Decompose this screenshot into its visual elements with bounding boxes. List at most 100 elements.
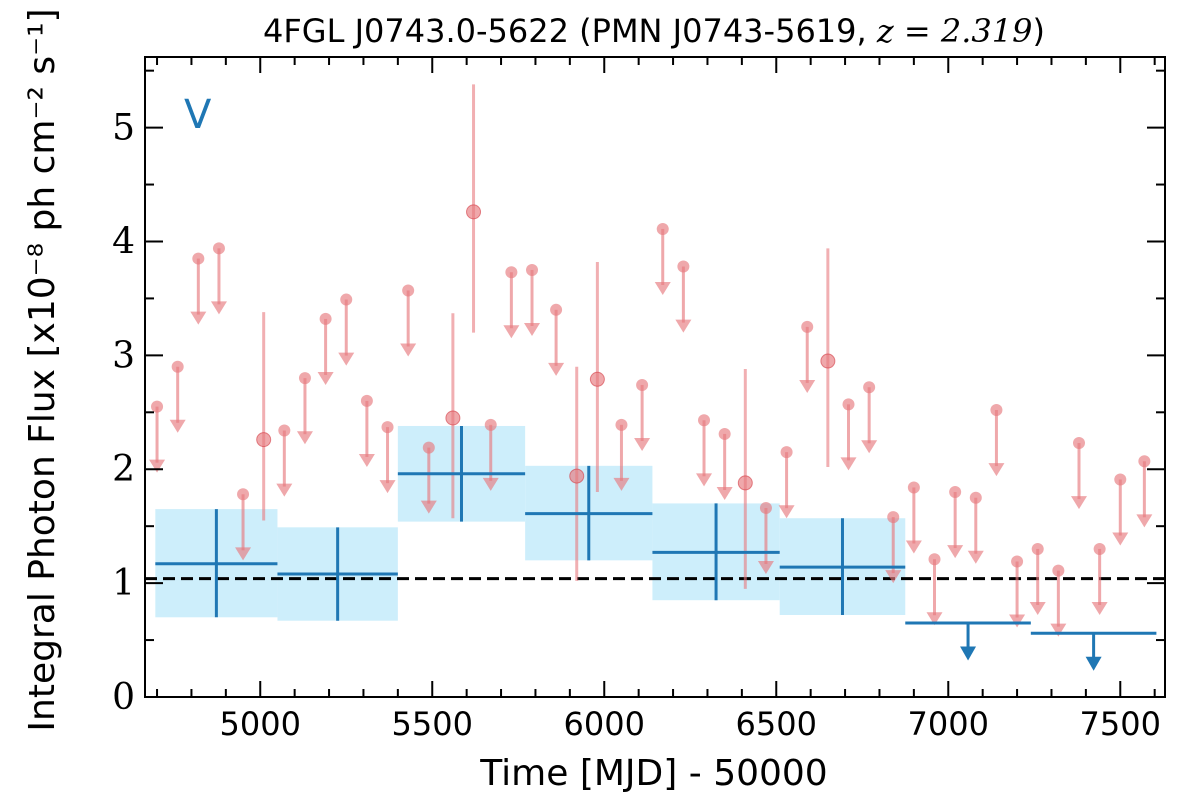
y-tick-label: 4 <box>112 221 135 262</box>
short-bin-upper-limit-arrow <box>1070 496 1087 510</box>
short-bin-upper-limit-point <box>1138 455 1151 468</box>
long-bin-upper-limit-arrow <box>960 646 977 661</box>
chart-title-redshift: z = 2.319 <box>876 12 1033 50</box>
short-bin-upper-limit-arrow <box>778 505 795 519</box>
short-bin-upper-limit-arrow <box>1050 623 1067 637</box>
short-bin-upper-limit-point <box>360 394 373 407</box>
short-bin-upper-limit-arrow <box>1112 532 1129 546</box>
x-tick-label: 5000 <box>220 705 301 743</box>
short-bin-upper-limit-point <box>636 378 649 391</box>
short-bin-upper-limit-point <box>319 312 332 325</box>
short-bin-upper-limit-arrow <box>548 362 565 376</box>
short-bin-upper-limit-point <box>801 320 814 333</box>
long-bin-upper-limit-arrow <box>1085 656 1102 671</box>
short-bin-upper-limit-arrow <box>988 463 1005 477</box>
short-bin-upper-limit-arrow <box>503 325 520 339</box>
short-bin-upper-limit-arrow <box>1009 614 1026 628</box>
short-bin-upper-limit-point <box>505 266 518 279</box>
chart-title: 4FGL J0743.0-5622 (PMN J0743-5619, z = 2… <box>263 12 1045 50</box>
short-bin-upper-limit-arrow <box>947 545 964 559</box>
short-bin-upper-limit-point <box>949 486 962 499</box>
short-bin-upper-limit-point <box>759 501 772 514</box>
short-bin-upper-limit-point <box>907 481 920 494</box>
panel-label: V <box>184 92 212 138</box>
x-axis-label: Time [MJD] - 50000 <box>479 753 827 794</box>
y-tick-label: 0 <box>112 677 135 718</box>
short-bin-upper-limit-arrow <box>400 343 417 357</box>
short-bin-detection-point <box>737 475 753 491</box>
short-bin-upper-limit-point <box>615 418 628 431</box>
y-tick-label: 5 <box>112 108 135 149</box>
short-bin-upper-limit-arrow <box>379 480 396 494</box>
short-bin-upper-limit-point <box>192 252 205 265</box>
short-bin-upper-limit-point <box>381 421 394 434</box>
short-bin-detection-point <box>589 371 605 387</box>
short-bin-upper-limit-point <box>1052 564 1065 577</box>
short-bin-upper-limit-arrow <box>169 419 186 433</box>
plot-frame <box>144 56 1166 698</box>
short-bin-upper-limit-point <box>484 418 497 431</box>
short-bin-upper-limit-arrow <box>696 473 713 487</box>
short-bin-upper-limit-point <box>422 441 435 454</box>
short-bin-upper-limit-point <box>212 242 225 255</box>
short-bin-upper-limit-arrow <box>905 540 922 554</box>
short-bin-upper-limit-arrow <box>861 440 878 454</box>
short-bin-upper-limit-arrow <box>358 453 375 467</box>
short-bin-upper-limit-arrow <box>654 282 671 296</box>
plot-area <box>145 84 1165 671</box>
y-tick-label: 1 <box>112 563 135 604</box>
short-bin-upper-limit-point <box>1093 542 1106 555</box>
short-bin-upper-limit-arrow <box>757 561 774 575</box>
x-tick-label: 5500 <box>392 705 473 743</box>
short-bin-upper-limit-point <box>969 491 982 504</box>
x-tick-label: 7000 <box>908 705 989 743</box>
axis-ticks: 5000 5500 6000 6500 7000 7500 0 1 2 3 4 5 <box>112 56 1166 743</box>
short-bin-detection-point <box>466 204 482 220</box>
short-bin-upper-limit-arrow <box>296 431 313 445</box>
x-tick-label: 6500 <box>736 705 817 743</box>
y-tick-label: 2 <box>112 449 135 490</box>
x-tick-label: 7500 <box>1080 705 1161 743</box>
short-bin-upper-limit-arrow <box>967 550 984 564</box>
short-bin-upper-limit-arrow <box>210 301 227 315</box>
short-bin-upper-limit-arrow <box>235 547 252 561</box>
short-bin-detection-point <box>256 432 272 448</box>
short-bin-detection-point <box>569 468 585 484</box>
chart-title-prefix: 4FGL J0743.0-5622 (PMN J0743-5619, <box>263 12 877 50</box>
short-bin-detection-point <box>820 353 836 369</box>
short-bin-upper-limit-point <box>1072 437 1085 450</box>
short-bin-upper-limit-point <box>1011 555 1024 568</box>
short-bin-upper-limit-arrow <box>1136 514 1153 528</box>
short-bin-upper-limit-arrow <box>338 352 355 366</box>
short-bin-upper-limit-point <box>237 488 250 501</box>
short-bin-upper-limit-arrow <box>276 483 293 497</box>
short-bin-upper-limit-arrow <box>716 486 733 500</box>
short-bin-upper-limit-arrow <box>634 438 651 452</box>
short-bin-upper-limit-point <box>151 400 164 413</box>
short-bin-upper-limit-point <box>718 427 731 440</box>
short-bin-upper-limit-point <box>526 263 539 276</box>
chart-title-suffix: ) <box>1032 12 1044 50</box>
short-bin-upper-limit-arrow <box>675 319 692 333</box>
short-bin-upper-limit-arrow <box>482 477 499 491</box>
short-bin-upper-limit-arrow <box>1029 602 1046 616</box>
short-bin-upper-limit-arrow <box>1091 602 1108 616</box>
short-bin-upper-limit-arrow <box>420 500 437 514</box>
short-bin-upper-limit-point <box>278 424 291 437</box>
short-bin-upper-limit-arrow <box>524 323 541 337</box>
short-bin-upper-limit-point <box>340 293 353 306</box>
short-bin-detection-point <box>445 410 461 426</box>
short-bin-upper-limit-arrow <box>926 612 943 626</box>
short-bin-upper-limit-point <box>842 398 855 411</box>
short-bin-upper-limit-point <box>656 222 669 235</box>
short-bin-upper-limit-arrow <box>799 379 816 393</box>
short-bin-upper-limit-point <box>550 303 563 316</box>
short-bin-upper-limit-arrow <box>190 311 207 325</box>
short-bin-upper-limit-arrow <box>149 459 166 473</box>
short-bin-upper-limit-point <box>698 414 711 427</box>
short-bin-upper-limit-arrow <box>613 477 630 491</box>
short-bin-upper-limit-point <box>402 284 415 297</box>
short-bin-upper-limit-point <box>887 511 900 524</box>
short-bin-upper-limit-point <box>171 360 184 373</box>
x-tick-label: 6000 <box>564 705 645 743</box>
